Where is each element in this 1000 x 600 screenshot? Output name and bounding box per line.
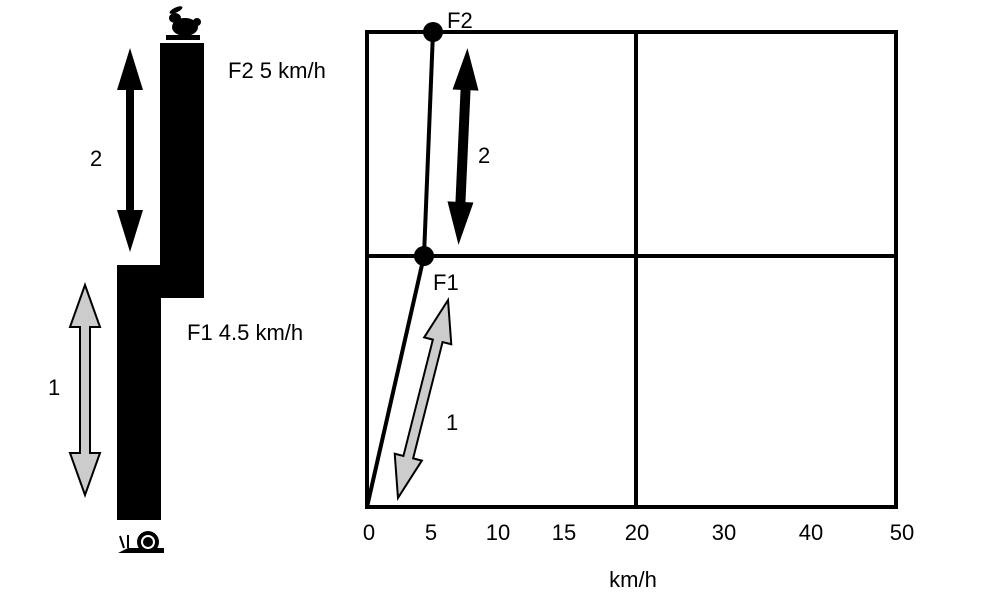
f1-speed-label: F1 4.5 km/h bbox=[187, 320, 303, 345]
left-arrow-2-label: 2 bbox=[90, 146, 102, 171]
chart-arrow-2-label: 2 bbox=[478, 143, 490, 168]
chart-double-arrow-1 bbox=[393, 297, 453, 501]
point-f1 bbox=[414, 246, 434, 266]
x-tick-label: 40 bbox=[799, 520, 823, 545]
chart-frame bbox=[365, 30, 898, 509]
left-double-arrow-1 bbox=[68, 282, 102, 498]
point-f2 bbox=[423, 22, 443, 42]
x-tick-label: 50 bbox=[890, 520, 914, 545]
x-tick-label: 15 bbox=[552, 520, 576, 545]
point-f1-label: F1 bbox=[433, 270, 459, 295]
snail-icon bbox=[118, 531, 164, 553]
x-axis-label: km/h bbox=[609, 567, 657, 592]
f2-speed-label: F2 5 km/h bbox=[228, 58, 326, 83]
upper-step-bar bbox=[160, 43, 204, 298]
x-tick-label: 10 bbox=[486, 520, 510, 545]
x-tick-labels: 0 5 10 15 20 30 40 50 bbox=[363, 520, 914, 545]
left-double-arrow-2 bbox=[117, 48, 143, 252]
x-tick-label: 20 bbox=[625, 520, 649, 545]
x-tick-label: 30 bbox=[712, 520, 736, 545]
speed-line bbox=[365, 31, 435, 508]
lower-step-bar bbox=[117, 265, 161, 520]
left-arrow-1-label: 1 bbox=[48, 375, 60, 400]
x-tick-label: 5 bbox=[425, 520, 437, 545]
chart-arrow-1-label: 1 bbox=[446, 410, 458, 435]
chart-double-arrow-2 bbox=[447, 48, 479, 245]
point-f2-label: F2 bbox=[447, 8, 473, 33]
rabbit-icon bbox=[166, 6, 201, 40]
x-tick-label: 0 bbox=[363, 520, 375, 545]
